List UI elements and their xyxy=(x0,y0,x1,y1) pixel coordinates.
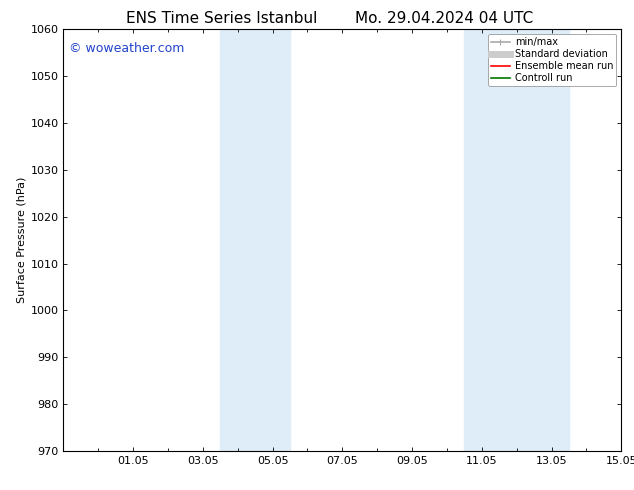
Bar xyxy=(464,29,569,451)
Y-axis label: Surface Pressure (hPa): Surface Pressure (hPa) xyxy=(16,177,26,303)
Legend: min/max, Standard deviation, Ensemble mean run, Controll run: min/max, Standard deviation, Ensemble me… xyxy=(488,34,616,86)
Bar xyxy=(221,29,290,451)
Text: Mo. 29.04.2024 04 UTC: Mo. 29.04.2024 04 UTC xyxy=(354,11,533,26)
Text: ENS Time Series Istanbul: ENS Time Series Istanbul xyxy=(126,11,318,26)
Text: © woweather.com: © woweather.com xyxy=(69,42,184,55)
